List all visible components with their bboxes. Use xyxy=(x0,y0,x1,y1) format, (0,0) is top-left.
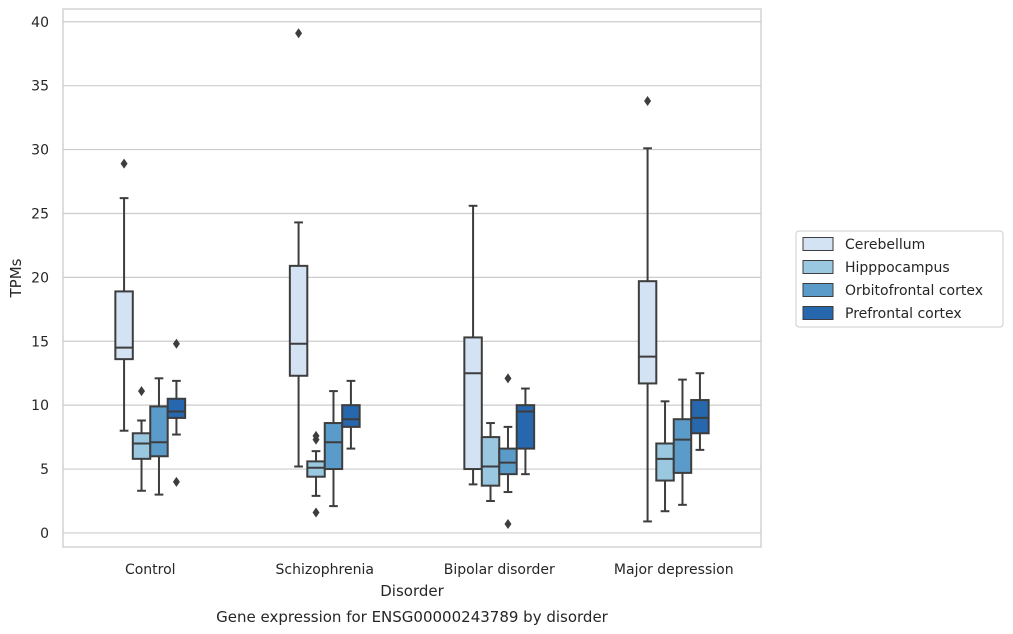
box-iqr xyxy=(498,447,518,476)
plot-frame xyxy=(62,8,762,548)
box-iqr xyxy=(288,264,309,377)
box-iqr xyxy=(341,404,361,428)
box-prefrontal-cortex xyxy=(690,372,710,451)
outlier-marker xyxy=(295,28,303,39)
box-iqr xyxy=(480,436,501,487)
outlier-marker xyxy=(504,518,512,529)
box-iqr xyxy=(515,404,536,450)
legend-swatch xyxy=(802,237,834,251)
box-iqr xyxy=(149,405,169,458)
y-tick-label: 30 xyxy=(31,143,49,159)
x-axis-label: Disorder xyxy=(380,582,444,600)
y-tick-label: 15 xyxy=(31,334,49,350)
box-hipppocampus xyxy=(306,430,326,518)
box-iqr xyxy=(323,422,344,471)
x-tick-labels: Control Schizophrenia Bipolar disorder Majo… xyxy=(125,562,734,578)
y-tick-label: 0 xyxy=(40,526,49,542)
outlier-marker xyxy=(120,158,128,169)
y-tick-label: 10 xyxy=(31,398,49,414)
legend-frame xyxy=(795,230,1004,328)
y-axis-label: TPMs xyxy=(7,258,25,298)
box-prefrontal-cortex xyxy=(341,379,361,450)
box-orbitofrontal-cortex xyxy=(498,373,518,529)
outlier-marker xyxy=(172,476,180,487)
box-iqr xyxy=(655,442,675,482)
y-tick-label: 5 xyxy=(40,462,49,478)
box-cerebellum xyxy=(637,96,658,523)
y-tick-labels: 0 5 10 15 20 25 30 35 40 xyxy=(31,15,49,542)
outlier-marker xyxy=(172,338,180,349)
y-tick-label: 20 xyxy=(31,270,49,286)
outlier-marker xyxy=(312,507,320,518)
outlier-marker xyxy=(138,386,146,397)
x-tick-label: Schizophrenia xyxy=(276,562,374,578)
outlier-marker xyxy=(504,373,512,384)
box-iqr xyxy=(672,418,693,474)
x-tick-label: Control xyxy=(125,562,176,578)
y-tick-label: 40 xyxy=(31,15,49,31)
y-tick-label: 25 xyxy=(31,206,49,222)
legend: Cerebellum Hipppocampus Orbitofrontal cort… xyxy=(795,230,1004,328)
box-hipppocampus xyxy=(131,386,152,492)
box-iqr xyxy=(166,397,187,419)
box-orbitofrontal-cortex xyxy=(149,377,169,496)
chart-caption: Gene expression for ENSG00000243789 by d… xyxy=(216,608,609,626)
box-hipppocampus xyxy=(655,400,675,513)
box-cerebellum xyxy=(114,158,134,432)
x-tick-label: Bipolar disorder xyxy=(444,562,555,578)
legend-label: Cerebellum xyxy=(845,237,925,253)
box-groups xyxy=(114,28,710,529)
legend-label: Orbitofrontal cortex xyxy=(845,283,983,299)
legend-swatch xyxy=(802,260,834,274)
box-iqr xyxy=(114,290,134,361)
y-tick-label: 35 xyxy=(31,79,49,95)
box-cerebellum xyxy=(463,204,483,486)
box-prefrontal-cortex xyxy=(515,387,536,476)
box-iqr xyxy=(637,280,658,385)
x-tick-label: Major depression xyxy=(614,562,734,578)
legend-label: Prefrontal cortex xyxy=(845,306,962,322)
outlier-marker xyxy=(312,430,320,441)
box-iqr xyxy=(131,432,152,460)
box-orbitofrontal-cortex xyxy=(672,378,693,506)
box-cerebellum xyxy=(288,28,309,468)
box-iqr xyxy=(306,460,326,478)
legend-swatch xyxy=(802,306,834,320)
legend-label: Hipppocampus xyxy=(845,260,950,276)
box-prefrontal-cortex xyxy=(166,338,187,487)
outlier-marker xyxy=(644,96,652,107)
box-iqr xyxy=(690,399,710,435)
box-iqr xyxy=(463,336,483,471)
box-orbitofrontal-cortex xyxy=(323,390,344,508)
box-hipppocampus xyxy=(480,422,501,502)
legend-swatch xyxy=(802,283,834,297)
